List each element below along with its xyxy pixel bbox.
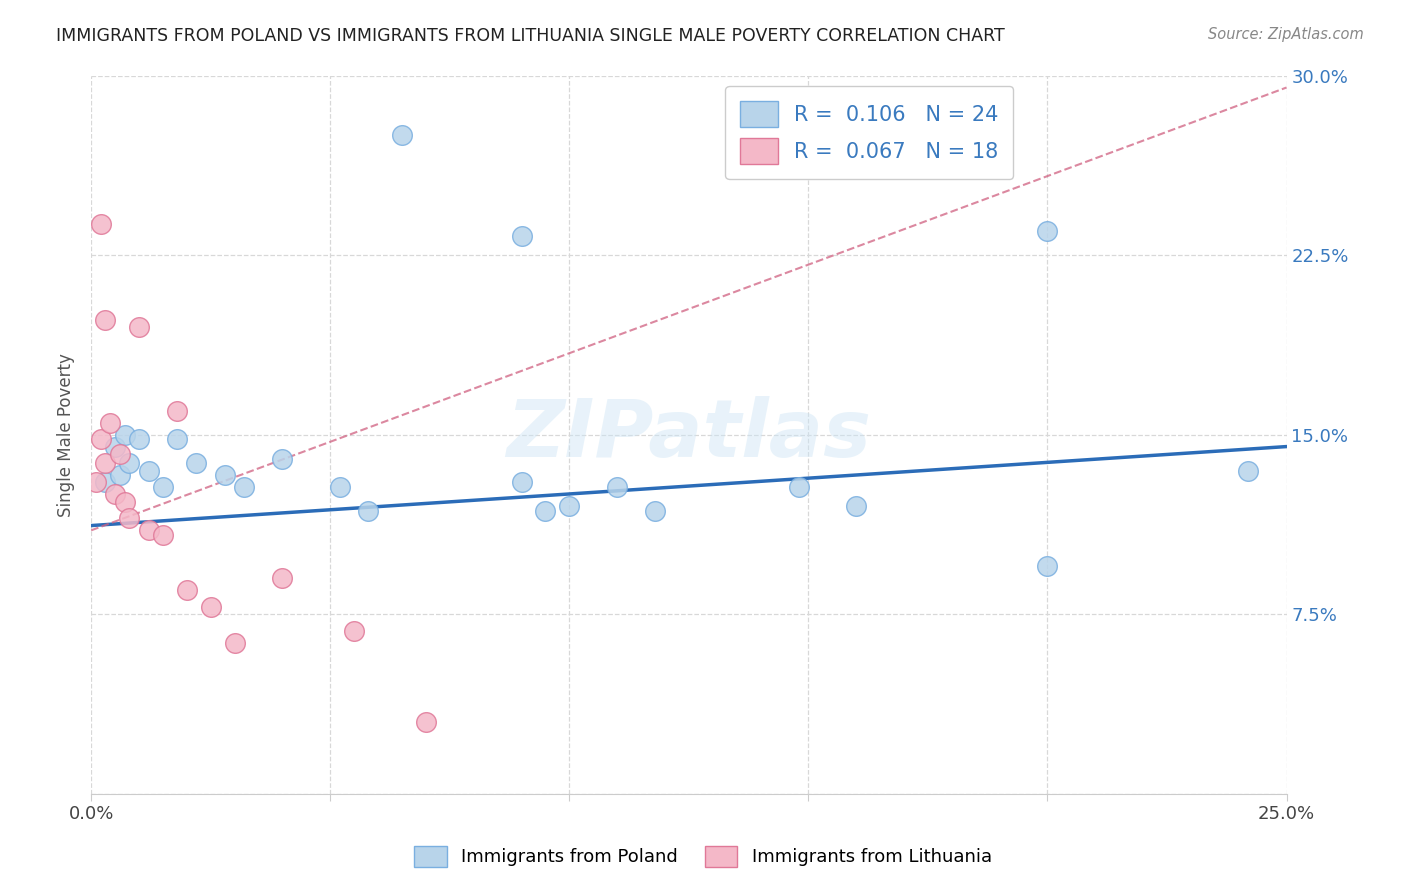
Point [186, 456, 208, 470]
Text: Source: ZipAtlas.com: Source: ZipAtlas.com [1208, 27, 1364, 42]
Point [329, 480, 352, 494]
Point [166, 403, 188, 417]
Text: IMMIGRANTS FROM POLAND VS IMMIGRANTS FROM LITHUANIA SINGLE MALE POVERTY CORRELAT: IMMIGRANTS FROM POLAND VS IMMIGRANTS FRO… [56, 27, 1005, 45]
Point [510, 228, 533, 243]
Point [558, 500, 581, 514]
Point [166, 433, 188, 447]
Point [114, 427, 136, 442]
Point [214, 468, 236, 483]
Point [233, 480, 256, 494]
Point [84, 475, 107, 490]
Legend: Immigrants from Poland, Immigrants from Lithuania: Immigrants from Poland, Immigrants from … [406, 838, 1000, 874]
Point [90, 433, 112, 447]
Point [118, 511, 141, 525]
Point [152, 480, 174, 494]
Point [606, 480, 628, 494]
Point [94, 456, 117, 470]
Point [1036, 224, 1059, 238]
Point [104, 487, 127, 501]
Point [787, 480, 810, 494]
Point [114, 494, 136, 508]
Point [534, 504, 557, 518]
Point [224, 636, 246, 650]
Point [271, 571, 294, 585]
Point [510, 475, 533, 490]
Point [357, 504, 380, 518]
Point [152, 528, 174, 542]
Y-axis label: Single Male Poverty: Single Male Poverty [58, 352, 75, 516]
Point [343, 624, 366, 638]
Point [200, 599, 222, 614]
Point [94, 312, 117, 326]
Point [128, 433, 150, 447]
Point [1237, 463, 1260, 477]
Point [98, 416, 121, 430]
Point [118, 456, 141, 470]
Text: ZIPatlas: ZIPatlas [506, 395, 872, 474]
Point [108, 447, 131, 461]
Point [391, 128, 413, 143]
Point [271, 451, 294, 466]
Point [94, 475, 117, 490]
Point [644, 504, 666, 518]
Point [90, 217, 112, 231]
Point [138, 524, 160, 538]
Legend: R =  0.106   N = 24, R =  0.067   N = 18: R = 0.106 N = 24, R = 0.067 N = 18 [725, 86, 1014, 179]
Point [845, 500, 868, 514]
Point [176, 583, 198, 598]
Point [128, 319, 150, 334]
Point [1036, 559, 1059, 574]
Point [104, 440, 127, 454]
Point [108, 468, 131, 483]
Point [138, 463, 160, 477]
Point [415, 714, 437, 729]
